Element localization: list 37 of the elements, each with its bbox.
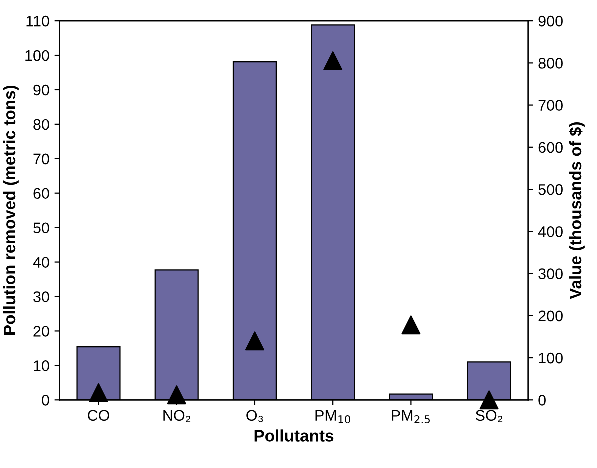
y2-tick-label: 400 (538, 226, 563, 238)
point (324, 52, 343, 71)
x-tick-label: SO₂ (476, 410, 503, 422)
y-tick-label: 80 (34, 119, 50, 130)
y-tick-label: 60 (34, 188, 50, 200)
point (89, 384, 108, 402)
point (245, 332, 264, 351)
y-tick-label: 50 (34, 222, 50, 234)
y-tick-label: 70 (34, 154, 50, 165)
y2-tick-label: 600 (538, 142, 563, 154)
y2-tick-label: 100 (539, 352, 563, 364)
x-tick-label: PM$_{10}$ (316, 410, 350, 424)
y2-axis-title: Value (thousands of $) (569, 122, 585, 300)
y-tick-label: 0 (42, 395, 50, 406)
x-tick-label: O₃ (246, 410, 264, 422)
y-tick-label: 90 (34, 84, 50, 96)
y2-tick-label: 0 (538, 395, 546, 406)
y2-tick-label: 200 (538, 310, 563, 322)
y-tick-label: 110 (26, 16, 50, 27)
point (480, 390, 499, 410)
y2-tick-label: 800 (538, 58, 563, 69)
y2-tick-label: 900 (538, 16, 563, 27)
point (402, 316, 421, 335)
y-tick-label: 10 (34, 360, 50, 372)
y-tick-label: 40 (33, 257, 50, 268)
y2-tick-label: 300 (538, 268, 563, 280)
x-tick-label: NO₂ (164, 410, 191, 422)
y2-tick-label: 700 (538, 100, 563, 111)
x-axis-title: Pollutants (254, 430, 334, 442)
x-tick-label: PM$_{2.5}$ (392, 410, 430, 424)
x-tick-label: CO (88, 410, 110, 422)
point (167, 386, 186, 405)
y-axis-title: Pollution removed (metric tons) (3, 86, 19, 335)
y-tick-label: 20 (34, 326, 50, 337)
y-tick-label: 100 (26, 50, 50, 62)
y-tick-label: 30 (34, 292, 50, 302)
y2-tick-label: 500 (538, 184, 563, 196)
